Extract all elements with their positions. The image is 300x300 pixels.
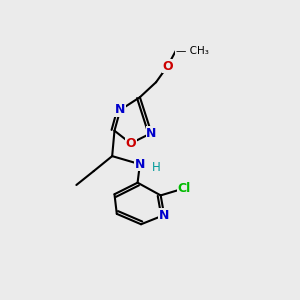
- Text: N: N: [135, 158, 145, 171]
- Text: N: N: [159, 208, 169, 221]
- Text: H: H: [152, 161, 161, 174]
- Text: N: N: [146, 127, 157, 140]
- Text: N: N: [115, 103, 125, 116]
- Text: O: O: [162, 59, 173, 73]
- Text: — CH₃: — CH₃: [176, 46, 208, 56]
- Text: O: O: [125, 137, 136, 150]
- Text: Cl: Cl: [177, 182, 190, 195]
